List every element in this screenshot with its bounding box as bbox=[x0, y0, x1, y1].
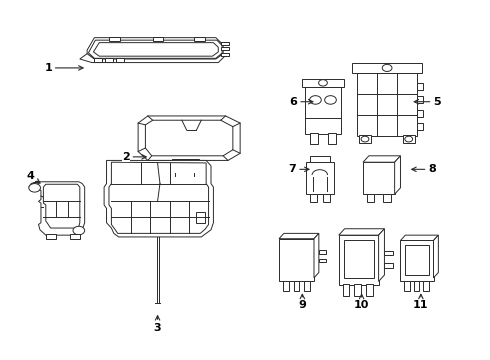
Bar bbox=[283, 281, 289, 291]
Polygon shape bbox=[363, 156, 400, 162]
Bar bbox=[385, 251, 393, 255]
Circle shape bbox=[325, 96, 336, 104]
Bar bbox=[46, 234, 55, 239]
Polygon shape bbox=[339, 229, 385, 235]
Bar bbox=[343, 240, 374, 278]
Bar bbox=[153, 37, 163, 41]
Bar bbox=[352, 63, 422, 73]
Circle shape bbox=[73, 226, 85, 235]
Polygon shape bbox=[400, 235, 439, 240]
Bar bbox=[306, 162, 334, 194]
Bar bbox=[417, 96, 423, 103]
Bar bbox=[109, 37, 120, 41]
Bar bbox=[417, 82, 423, 90]
Polygon shape bbox=[138, 116, 240, 161]
Bar bbox=[196, 212, 205, 223]
Bar bbox=[294, 281, 299, 291]
Bar bbox=[279, 239, 314, 282]
Bar bbox=[363, 162, 394, 194]
Polygon shape bbox=[44, 184, 80, 228]
Text: 7: 7 bbox=[289, 164, 309, 174]
Bar bbox=[116, 58, 123, 62]
Bar bbox=[328, 133, 336, 144]
Bar bbox=[302, 78, 343, 87]
Polygon shape bbox=[434, 235, 439, 278]
Bar bbox=[354, 284, 361, 296]
Polygon shape bbox=[89, 40, 222, 58]
Polygon shape bbox=[109, 162, 209, 233]
Bar bbox=[417, 109, 423, 117]
Polygon shape bbox=[87, 38, 223, 59]
Bar bbox=[310, 133, 318, 144]
Text: 8: 8 bbox=[412, 164, 436, 174]
Text: 6: 6 bbox=[290, 97, 313, 107]
Bar bbox=[305, 87, 341, 134]
Bar bbox=[405, 245, 429, 275]
Polygon shape bbox=[379, 229, 385, 282]
Bar bbox=[319, 258, 326, 262]
Bar bbox=[310, 156, 330, 162]
Bar bbox=[404, 281, 410, 291]
Bar bbox=[220, 47, 229, 50]
Bar bbox=[367, 194, 374, 202]
Bar bbox=[384, 194, 391, 202]
Bar bbox=[70, 234, 80, 239]
Bar bbox=[304, 281, 310, 291]
Bar bbox=[220, 53, 229, 56]
Polygon shape bbox=[314, 233, 319, 278]
Bar bbox=[359, 135, 371, 143]
Polygon shape bbox=[104, 161, 214, 237]
Bar bbox=[414, 281, 419, 291]
Circle shape bbox=[318, 80, 327, 86]
Circle shape bbox=[405, 136, 413, 142]
Bar bbox=[172, 159, 199, 173]
Text: 4: 4 bbox=[26, 171, 40, 183]
Bar bbox=[343, 284, 349, 296]
Polygon shape bbox=[94, 42, 218, 56]
Polygon shape bbox=[394, 156, 400, 194]
Bar bbox=[417, 123, 423, 130]
Circle shape bbox=[310, 96, 321, 104]
Bar bbox=[403, 135, 415, 143]
Bar bbox=[105, 58, 113, 62]
Bar bbox=[339, 235, 379, 285]
Text: 11: 11 bbox=[413, 294, 429, 310]
Bar bbox=[323, 194, 330, 202]
Circle shape bbox=[29, 184, 41, 192]
Text: 2: 2 bbox=[122, 152, 146, 162]
Circle shape bbox=[382, 64, 392, 72]
Text: 9: 9 bbox=[298, 294, 306, 310]
Text: 1: 1 bbox=[45, 63, 83, 73]
Bar bbox=[357, 73, 417, 135]
Bar bbox=[385, 263, 393, 267]
Polygon shape bbox=[29, 182, 85, 235]
Bar bbox=[220, 42, 229, 45]
Polygon shape bbox=[279, 233, 319, 239]
Polygon shape bbox=[80, 54, 225, 63]
Bar bbox=[310, 194, 317, 202]
Text: 5: 5 bbox=[414, 97, 441, 107]
Polygon shape bbox=[146, 120, 233, 156]
Circle shape bbox=[361, 136, 369, 142]
Bar bbox=[423, 281, 429, 291]
Bar bbox=[194, 37, 205, 41]
Text: 3: 3 bbox=[154, 316, 161, 333]
Bar bbox=[366, 284, 373, 296]
Bar bbox=[400, 240, 434, 282]
Bar bbox=[95, 58, 102, 62]
Text: 10: 10 bbox=[354, 294, 369, 310]
Bar bbox=[319, 250, 326, 254]
